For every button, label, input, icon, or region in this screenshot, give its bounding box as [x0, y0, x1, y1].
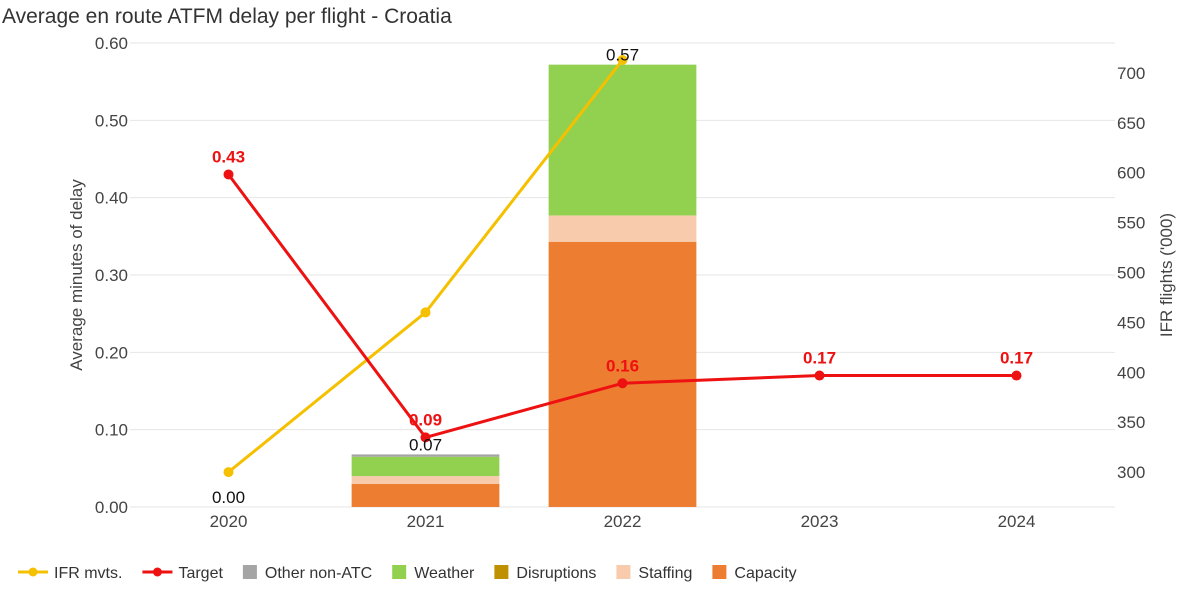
y-axis-title: Average minutes of delay	[67, 179, 86, 371]
legend-swatch	[494, 565, 509, 579]
legend-label: Target	[178, 565, 223, 582]
legend-swatch	[712, 565, 727, 579]
x-tick-label: 2021	[407, 512, 445, 531]
total-label-2022: 0.57	[606, 46, 639, 65]
bar-other-non-atc-2021	[351, 454, 500, 457]
y-tick-label: 0.40	[95, 189, 128, 208]
x-tick-label: 2023	[801, 512, 839, 531]
y-tick-label: 0.50	[95, 111, 128, 130]
axes: 0.00 0.10 0.20 0.30 0.40 0.50 0.60 300 350 400 450…	[95, 34, 1145, 531]
legend-item-staffing: Staffing	[616, 565, 692, 582]
point-target-2021	[420, 432, 431, 443]
legend-label: Disruptions	[516, 565, 596, 582]
y-tick-label: 0.20	[95, 343, 128, 362]
legend-item-target: Target	[142, 565, 223, 582]
point-target-2023	[814, 370, 825, 381]
legend-swatch	[616, 565, 631, 579]
label-target-2023: 0.17	[803, 349, 836, 368]
y-tick-label: 0.00	[95, 498, 128, 517]
bar-staffing-2022	[548, 215, 697, 242]
label-target-2021: 0.09	[409, 410, 442, 429]
y2-tick-label: 550	[1117, 214, 1145, 233]
label-target-2024: 0.17	[1000, 349, 1033, 368]
stacked-bars	[351, 64, 697, 507]
y2-tick-label: 300	[1117, 463, 1145, 482]
legend-item-other-non-atc: Other non-ATC	[242, 565, 372, 582]
bar-weather-2022	[548, 64, 697, 216]
x-tick-label: 2022	[604, 512, 642, 531]
y2-tick-label: 400	[1117, 363, 1145, 382]
legend-item-weather: Weather	[392, 565, 475, 582]
x-tick-label: 2024	[998, 512, 1036, 531]
chart-title: Average en route ATFM delay per flight -…	[2, 5, 452, 28]
legend-label: IFR mvts.	[54, 565, 122, 582]
bar-capacity-2021	[351, 483, 500, 507]
y2-tick-label: 600	[1117, 164, 1145, 183]
legend-swatch	[392, 565, 407, 579]
legend-marker	[152, 567, 162, 577]
legend: IFR mvts. Target Other non-ATC Weather Disru…	[18, 565, 797, 582]
bar-capacity-2022	[548, 241, 697, 507]
legend-label: Staffing	[638, 565, 692, 582]
y-tick-label: 0.30	[95, 266, 128, 285]
label-target-2022: 0.16	[606, 356, 639, 375]
legend-item-ifr-mvts: IFR mvts.	[18, 565, 122, 582]
bar-staffing-2021	[351, 476, 500, 484]
data-labels: 0.00 0.07 0.57 0.43 0.09 0.16 0.17 0.17	[212, 46, 1033, 507]
y2-tick-label: 650	[1117, 114, 1145, 133]
total-label-2021: 0.07	[409, 435, 442, 454]
legend-label: Weather	[414, 565, 475, 582]
label-target-2020: 0.43	[212, 147, 245, 166]
legend-label: Capacity	[734, 565, 796, 582]
y-tick-label: 0.10	[95, 421, 128, 440]
line-series	[223, 54, 1022, 478]
legend-label: Other non-ATC	[265, 565, 372, 582]
y2-tick-label: 500	[1117, 264, 1145, 283]
y2-tick-label: 450	[1117, 313, 1145, 332]
legend-swatch	[242, 565, 257, 579]
point-ifr-mvts-2022	[617, 54, 628, 65]
legend-marker	[28, 567, 38, 577]
legend-item-disruptions: Disruptions	[494, 565, 596, 582]
x-tick-label: 2020	[210, 512, 248, 531]
legend-item-capacity: Capacity	[712, 565, 797, 582]
point-target-2020	[223, 169, 234, 180]
y2-axis-title: IFR flights ('000)	[1157, 213, 1176, 337]
point-target-2024	[1011, 370, 1022, 381]
y2-tick-label: 700	[1117, 64, 1145, 83]
point-target-2022	[617, 378, 628, 389]
total-label-2020: 0.00	[212, 488, 245, 507]
point-ifr-mvts-2021	[420, 307, 431, 318]
y-tick-label: 0.60	[95, 34, 128, 53]
point-ifr-mvts-2020	[223, 467, 234, 478]
bar-weather-2021	[351, 456, 500, 477]
y2-tick-label: 350	[1117, 413, 1145, 432]
